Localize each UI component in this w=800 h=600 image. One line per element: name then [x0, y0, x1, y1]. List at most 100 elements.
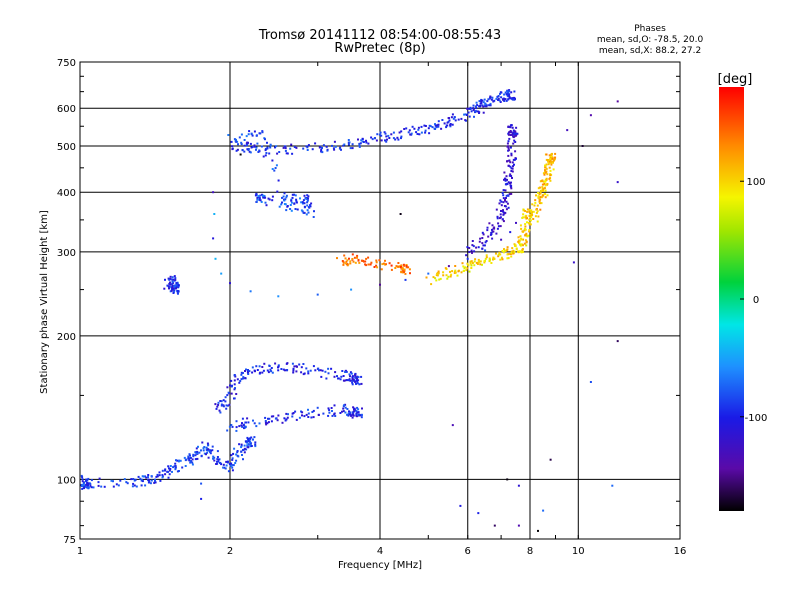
scatter-point [168, 282, 171, 285]
scatter-point [264, 420, 267, 422]
scatter-point [249, 151, 252, 154]
scatter-point [499, 199, 502, 202]
scatter-point [293, 193, 296, 196]
scatter-point [351, 253, 354, 256]
scatter-point [233, 397, 236, 400]
scatter-point [549, 156, 552, 159]
scatter-point [286, 362, 289, 365]
scatter-point [507, 206, 510, 209]
scatter-point [451, 424, 454, 427]
scatter-point [167, 476, 170, 479]
scatter-point [246, 436, 249, 439]
scatter-point [240, 378, 243, 381]
scatter-point [275, 145, 278, 148]
scatter-point [349, 411, 352, 414]
scatter-point [320, 148, 323, 151]
scatter-point [168, 285, 171, 288]
scatter-point [348, 373, 351, 376]
scatter-point [446, 277, 449, 280]
scatter-point [468, 251, 471, 253]
scatter-point [169, 467, 172, 470]
scatter-point [341, 410, 343, 413]
scatter-point [519, 224, 522, 227]
scatter-point [333, 413, 336, 416]
scatter-point [139, 477, 142, 480]
scatter-point [392, 137, 395, 140]
scatter-point [171, 470, 173, 473]
scatter-point [467, 264, 470, 267]
scatter-point [525, 241, 528, 244]
scatter-point [401, 266, 404, 269]
scatter-point [490, 262, 493, 264]
scatter-point [149, 482, 152, 485]
scatter-point [201, 441, 204, 444]
scatter-point [307, 211, 310, 214]
scatter-point [504, 199, 506, 202]
scatter-point [256, 142, 259, 145]
scatter-point [544, 193, 547, 195]
scatter-point [504, 183, 507, 186]
scatter-point [517, 236, 520, 239]
scatter-point [547, 160, 550, 163]
scatter-point [427, 272, 430, 275]
scatter-point [90, 479, 93, 482]
scatter-point [328, 411, 331, 414]
scatter-point [510, 192, 513, 195]
scatter-point [497, 253, 500, 256]
scatter-point [354, 380, 357, 383]
scatter-point [447, 117, 450, 119]
scatter-point [349, 375, 351, 378]
axis-ticks: 1 2 4 6 8 10 16 75 100 200 300 400 500 600 750 [57, 58, 686, 557]
scatter-point [536, 220, 539, 223]
scatter-point [339, 412, 342, 414]
scatter-point [453, 116, 456, 119]
colorbar-tick-label: -100 [745, 413, 768, 424]
scatter-point [184, 465, 187, 467]
scatter-point [520, 227, 523, 230]
scatter-point [498, 99, 501, 102]
scatter-point [462, 265, 465, 268]
scatter-point [290, 143, 293, 146]
scatter-point [367, 142, 370, 145]
scatter-point [358, 383, 361, 386]
scatter-point [351, 143, 354, 146]
scatter-point [317, 367, 320, 370]
scatter-point [278, 151, 281, 153]
y-tick-label: 100 [57, 475, 76, 486]
scatter-point [524, 225, 527, 228]
scatter-point [357, 408, 360, 411]
scatter-point [188, 453, 191, 456]
scatter-point [388, 262, 391, 265]
scatter-point [274, 417, 277, 420]
scatter-point [521, 249, 524, 251]
scatter-point [352, 406, 355, 409]
x-tick-label: 1 [77, 546, 83, 557]
scatter-point [169, 283, 172, 286]
scatter-point [269, 144, 272, 147]
scatter-point [492, 230, 495, 233]
scatter-point [510, 187, 513, 190]
scatter-point [176, 470, 179, 473]
scatter-point [374, 137, 376, 140]
scatter-point [375, 259, 378, 262]
scatter-point [461, 262, 464, 265]
scatter-point [89, 483, 92, 486]
scatter-point [298, 416, 301, 419]
scatter-point [483, 244, 486, 247]
scatter-point [554, 156, 557, 159]
scatter-point [549, 173, 552, 176]
scatter-point [545, 163, 548, 166]
scatter-point [209, 452, 212, 455]
scatter-point [246, 148, 249, 151]
phase-o-stats: mean, sd,O: -78.5, 20.0 [597, 35, 704, 45]
scatter-point [566, 129, 569, 132]
scatter-point [505, 249, 508, 252]
chart-title: Tromsø 20141112 08:54:00-08:55:43 [258, 28, 501, 43]
scatter-point [171, 281, 174, 284]
scatter-point [503, 171, 506, 174]
scatter-point [240, 446, 243, 449]
colorbar-ticks: 100 0 -100 [740, 177, 767, 424]
scatter-point [541, 196, 544, 199]
scatter-point [224, 400, 227, 403]
scatter-point [292, 371, 295, 374]
